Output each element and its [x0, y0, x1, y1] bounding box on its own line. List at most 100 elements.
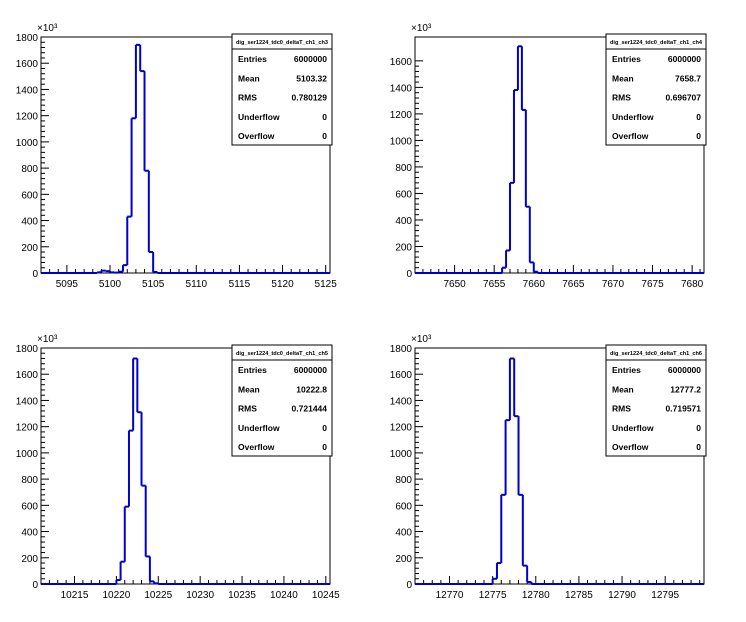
y-tick-label: 200 [395, 554, 412, 565]
stats-label: RMS [238, 404, 257, 414]
y-tick-label: 1600 [16, 59, 39, 70]
stats-value: 0 [322, 131, 327, 141]
stats-value: 5103.32 [296, 73, 327, 83]
y-tick-label: 1800 [390, 344, 413, 355]
y-exponent-label: ×10³ [411, 23, 432, 34]
y-tick-label: 1600 [390, 370, 413, 381]
stats-value: 6000000 [294, 365, 327, 375]
histogram-pad-ch6: 0 200 400 600 800 1000 1200 1400 1600 1800 12770 12… [390, 334, 707, 601]
stats-value: 6000000 [668, 54, 701, 64]
y-exponent-label: ×10³ [411, 334, 432, 345]
stats-box [605, 344, 707, 457]
y-tick-label: 800 [21, 475, 38, 486]
y-tick-label: 1400 [16, 85, 39, 96]
histogram-pad-ch3: 0 200 400 600 800 1000 1200 1400 1600 1800 5095 510… [16, 23, 337, 290]
x-tick-label: 12795 [651, 590, 679, 601]
stats-value: 10222.8 [296, 384, 327, 394]
stats-value: 0 [322, 112, 327, 122]
stats-title: dig_ser1224_tdc0_deltaT_ch1_ch3 [236, 40, 328, 46]
stats-label: Underflow [238, 423, 280, 433]
stats-value: 0.721444 [292, 404, 328, 414]
stats-label: RMS [612, 404, 631, 414]
x-tick-label: 5110 [186, 279, 208, 290]
x-tick-label: 12790 [608, 590, 636, 601]
stats-label: Mean [238, 73, 260, 83]
stats-label: Entries [238, 54, 267, 64]
stats-label: Entries [612, 365, 641, 375]
y-tick-label: 200 [21, 554, 38, 565]
stats-value: 6000000 [668, 365, 701, 375]
y-tick-label: 1200 [16, 423, 39, 434]
x-tick-label: 5100 [99, 279, 122, 290]
x-tick-label: 5115 [229, 279, 251, 290]
y-tick-label: 800 [395, 163, 412, 174]
y-tick-label: 600 [395, 501, 412, 512]
y-tick-label: 200 [21, 243, 38, 254]
x-tick-label: 5125 [315, 279, 338, 290]
stats-label: Mean [612, 73, 634, 83]
x-tick-label: 7675 [641, 279, 664, 290]
stats-label: Mean [238, 384, 260, 394]
y-tick-label: 600 [21, 501, 38, 512]
x-tick-label: 7680 [681, 279, 704, 290]
stats-label: Overflow [238, 442, 275, 452]
y-tick-label: 1400 [16, 396, 39, 407]
y-tick-label: 400 [395, 216, 412, 227]
x-tick-label: 7665 [562, 279, 585, 290]
x-tick-label: 5095 [56, 279, 79, 290]
stats-label: Overflow [238, 131, 275, 141]
stats-value: 7658.7 [675, 73, 701, 83]
stats-value: 0.780129 [292, 93, 328, 103]
stats-label: Underflow [612, 112, 654, 122]
y-exponent-label: ×10³ [37, 334, 58, 345]
y-tick-label: 1800 [16, 344, 39, 355]
x-tick-label: 12770 [436, 590, 464, 601]
stats-box [605, 33, 707, 146]
x-tick-label: 10230 [186, 590, 214, 601]
x-tick-label: 10220 [102, 590, 130, 601]
y-tick-label: 600 [395, 189, 412, 200]
stats-box [231, 344, 333, 457]
y-tick-label: 600 [21, 190, 38, 201]
stats-value: 0.719571 [666, 404, 702, 414]
stats-title: dig_ser1224_tdc0_deltaT_ch1_ch5 [236, 351, 328, 357]
stats-label: RMS [612, 93, 631, 103]
x-tick-label: 10225 [144, 590, 172, 601]
y-tick-label: 0 [406, 269, 412, 280]
stats-title: dig_ser1224_tdc0_deltaT_ch1_ch6 [610, 351, 702, 357]
stats-label: Entries [238, 365, 267, 375]
x-tick-label: 12780 [522, 590, 550, 601]
y-tick-label: 400 [395, 528, 412, 539]
x-tick-label: 7655 [483, 279, 506, 290]
histogram-pad-ch5: 0 200 400 600 800 1000 1200 1400 1600 1800 10215 10… [16, 334, 340, 601]
y-tick-label: 1000 [390, 136, 413, 147]
y-tick-label: 200 [395, 242, 412, 253]
y-tick-label: 1400 [390, 396, 413, 407]
y-exponent-label: ×10³ [37, 23, 58, 34]
y-tick-label: 800 [395, 475, 412, 486]
x-tick-label: 12785 [565, 590, 593, 601]
y-tick-label: 1200 [16, 112, 39, 123]
y-tick-label: 1600 [390, 57, 413, 68]
x-tick-label: 7660 [523, 279, 546, 290]
y-tick-label: 0 [406, 580, 412, 591]
y-tick-label: 1000 [16, 449, 39, 460]
y-tick-label: 1000 [16, 138, 39, 149]
stats-value: 0 [696, 131, 701, 141]
stats-value: 0 [322, 442, 327, 452]
x-tick-label: 10245 [312, 590, 340, 601]
stats-label: Underflow [612, 423, 654, 433]
stats-value: 0 [696, 112, 701, 122]
stats-value: 0 [696, 442, 701, 452]
y-tick-label: 400 [21, 217, 38, 228]
stats-label: Underflow [238, 112, 280, 122]
y-tick-label: 1400 [390, 83, 413, 94]
stats-box [231, 33, 333, 146]
stats-label: Entries [612, 54, 641, 64]
stats-label: RMS [238, 93, 257, 103]
stats-label: Overflow [612, 442, 649, 452]
y-tick-label: 0 [32, 269, 38, 280]
y-tick-label: 1200 [390, 110, 413, 121]
x-tick-label: 7650 [443, 279, 466, 290]
